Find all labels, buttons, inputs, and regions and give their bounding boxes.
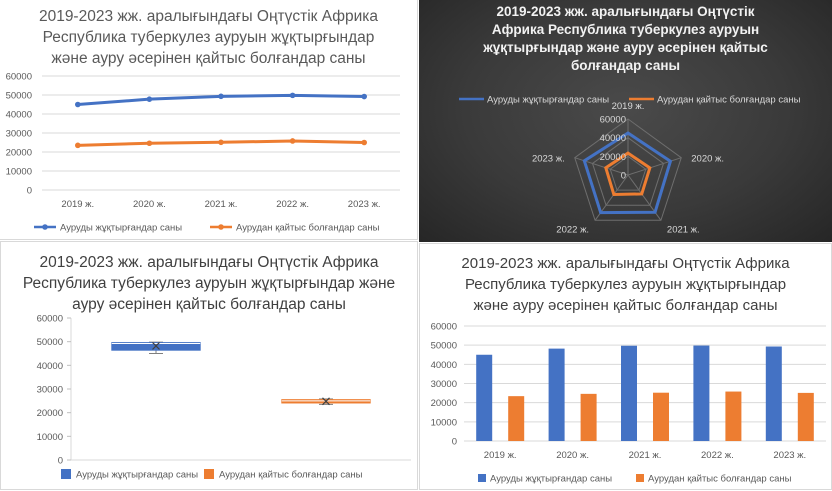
y-tick-label: 10000 xyxy=(431,417,457,428)
legend-label: Ауруды жұқтырғандар саны xyxy=(487,95,609,106)
radar-gridline xyxy=(574,118,682,221)
r-tick-label: 60000 xyxy=(600,115,626,126)
bar xyxy=(653,392,669,441)
legend-marker xyxy=(42,224,48,230)
legend-label: Аурудан қайтыс болғандар саны xyxy=(236,223,380,234)
bar xyxy=(693,345,710,441)
y-tick-label: 30000 xyxy=(6,129,32,140)
y-tick-label: 50000 xyxy=(431,341,457,352)
y-tick-label: 10000 xyxy=(37,432,63,443)
radar-gridline xyxy=(609,155,647,191)
category-label: 2020 ж. xyxy=(691,154,724,165)
y-tick-label: 60000 xyxy=(431,322,457,333)
data-point xyxy=(289,138,296,144)
category-label: 2022 ж. xyxy=(556,224,589,235)
y-tick-label: 40000 xyxy=(37,361,63,372)
x-tick-label: 2022 ж. xyxy=(701,450,734,461)
legend-marker xyxy=(218,224,224,230)
x-tick-label: 2023 ж. xyxy=(773,450,806,461)
chart-title: 2019-2023 жж. аралығындағы Оңтүстік Афри… xyxy=(483,4,768,73)
data-point xyxy=(146,96,153,102)
radar-spoke xyxy=(627,157,682,176)
y-tick-label: 20000 xyxy=(431,398,457,409)
box-chart: 0 10000 20000 30000 40000 50000 60000 Ауруды жұ… xyxy=(37,314,411,481)
y-tick-label: 60000 xyxy=(37,314,63,325)
bar-chart-panel[interactable]: 2019-2023 жж. аралығындағы Оңтүстік Афри… xyxy=(419,243,832,490)
x-tick-label: 2020 ж. xyxy=(556,450,589,461)
legend-label: Ауруды жұқтырғандар саны xyxy=(76,470,198,481)
chart-title: 2019-2023 жж. аралығындағы Оңтүстік Афри… xyxy=(461,255,790,314)
mean-marker xyxy=(322,397,330,406)
category-label: 2019 ж. xyxy=(612,101,645,112)
bar xyxy=(476,354,493,441)
r-tick-label: 20000 xyxy=(600,152,626,163)
y-tick-label: 0 xyxy=(58,456,63,467)
bar xyxy=(797,392,814,441)
category-label: 2023 ж. xyxy=(532,154,565,165)
bar-chart: 0 10000 20000 30000 40000 50000 60000 2019 ж. 20… xyxy=(431,322,826,485)
legend-label: Аурудан қайтыс болғандар саны xyxy=(648,474,792,485)
data-point xyxy=(75,101,81,108)
y-tick-label: 30000 xyxy=(37,385,63,396)
bar xyxy=(508,396,525,441)
y-tick-label: 10000 xyxy=(6,167,32,178)
legend-label: Аурудан қайтыс болғандар саны xyxy=(219,470,363,481)
bar xyxy=(725,391,742,441)
chart-title: 2019-2023 жж. аралығындағы Оңтүстік Афри… xyxy=(22,254,396,313)
bar xyxy=(548,348,565,441)
y-tick-label: 50000 xyxy=(37,337,63,348)
data-point xyxy=(75,142,81,149)
box-chart-panel[interactable]: 2019-2023 жж. аралығындағы Оңтүстік Афри… xyxy=(0,241,418,490)
radar-gridline xyxy=(591,137,665,206)
mean-marker xyxy=(152,342,160,350)
y-tick-label: 0 xyxy=(452,437,457,448)
line-chart: 0 10000 20000 30000 40000 50000 60000 2019 ж. 20… xyxy=(6,72,400,234)
y-tick-label: 50000 xyxy=(6,91,32,102)
legend-swatch xyxy=(204,469,214,479)
legend-swatch xyxy=(61,469,71,479)
y-tick-label: 20000 xyxy=(6,148,32,159)
x-tick-label: 2019 ж. xyxy=(61,199,94,210)
data-point xyxy=(361,139,368,146)
bar xyxy=(765,346,782,441)
series-line xyxy=(582,131,673,215)
y-tick-label: 0 xyxy=(27,186,32,197)
y-tick-label: 40000 xyxy=(431,360,457,371)
legend-label: Ауруды жұқтырғандар саны xyxy=(60,223,182,234)
series-line xyxy=(604,151,652,197)
y-tick-label: 60000 xyxy=(6,72,32,83)
data-point xyxy=(289,92,296,99)
data-point xyxy=(146,140,153,147)
r-tick-label: 40000 xyxy=(600,133,626,144)
bar xyxy=(580,393,597,441)
y-tick-label: 40000 xyxy=(6,110,32,121)
legend-swatch xyxy=(636,474,644,482)
x-tick-label: 2021 ж. xyxy=(629,450,662,461)
x-tick-label: 2019 ж. xyxy=(484,450,517,461)
legend-label: Аурудан қайтыс болғандар саны xyxy=(657,95,801,106)
bar xyxy=(621,345,637,441)
y-tick-label: 30000 xyxy=(431,379,457,390)
x-tick-label: 2020 ж. xyxy=(133,199,166,210)
data-point xyxy=(218,93,224,100)
r-tick-label: 0 xyxy=(621,171,626,182)
chart-title: 2019-2023 жж. аралығындағы Оңтүстік Афри… xyxy=(38,8,379,67)
radar-chart-panel[interactable]: 2019-2023 жж. аралығындағы Оңтүстік Афри… xyxy=(419,0,832,242)
data-point xyxy=(361,93,368,100)
x-tick-label: 2023 ж. xyxy=(348,199,381,210)
x-tick-label: 2021 ж. xyxy=(205,199,238,210)
x-tick-label: 2022 ж. xyxy=(276,199,309,210)
y-tick-label: 20000 xyxy=(37,408,63,419)
category-label: 2021 ж. xyxy=(667,224,700,235)
line-chart-panel[interactable]: 2019-2023 жж. аралығындағы Оңтүстік Афри… xyxy=(0,0,418,240)
radar-chart: 0 20000 40000 60000 2019 ж. 2020 ж. 2021 ж. 202… xyxy=(459,95,801,235)
legend-swatch xyxy=(478,474,486,482)
legend-label: Ауруды жұқтырғандар саны xyxy=(490,474,612,485)
data-point xyxy=(218,139,224,146)
